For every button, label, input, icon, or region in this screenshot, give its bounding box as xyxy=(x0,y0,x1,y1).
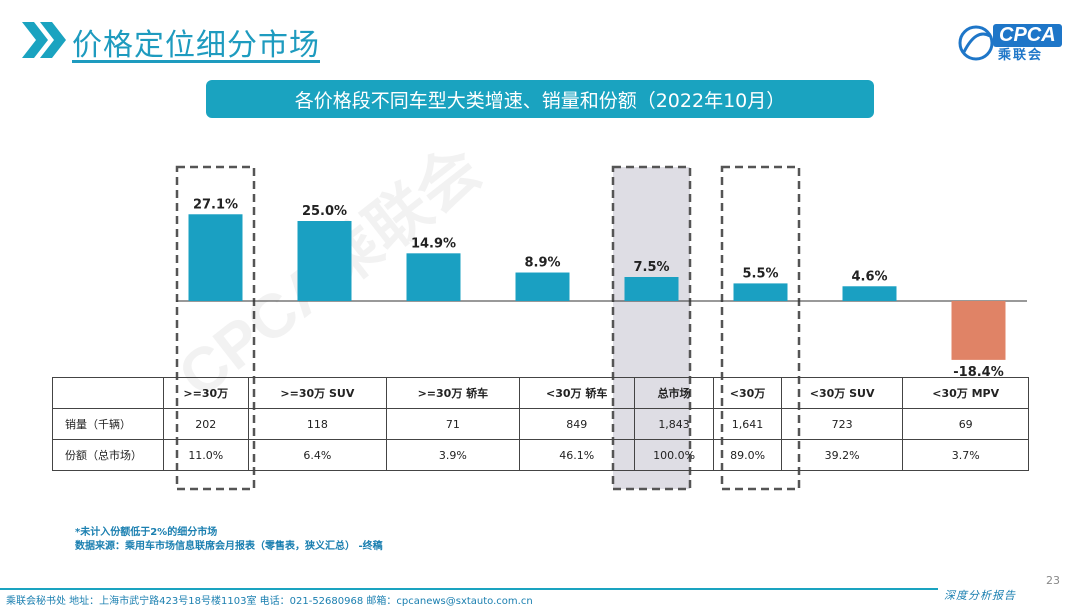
bar-label-6: 4.6% xyxy=(851,269,887,284)
bar-label-2: 14.9% xyxy=(411,236,456,251)
bar-4 xyxy=(624,277,679,301)
bar-label-5: 5.5% xyxy=(742,266,778,281)
column-header: 总市场 xyxy=(633,377,715,409)
data-table: >=30万 >=30万 SUV >=30万 轿车 <30万 轿车 总市场 <30万 <30万… xyxy=(52,377,1029,471)
cpca-logo-icon xyxy=(958,25,994,61)
bar-6 xyxy=(842,286,897,301)
footnote-line-1: *未计入份额低于2%的细分市场 xyxy=(75,527,218,538)
bar-7 xyxy=(951,301,1006,360)
footer-contact: 乘联会秘书处 地址：上海市武宁路423号18号楼1103室 电话：021-526… xyxy=(6,596,533,607)
bar-0 xyxy=(188,214,243,301)
column-header: >=30万 xyxy=(163,377,249,409)
column-header: <30万 MPV xyxy=(902,377,1029,409)
bar-label-0: 27.1% xyxy=(193,197,238,212)
footnote-line-2: 数据来源：乘用车市场信息联席会月报表（零售表，狭义汇总） -终稿 xyxy=(75,541,383,552)
table-cell: 1,843 xyxy=(633,408,715,440)
table-cell: 723 xyxy=(780,408,904,440)
highlight-box-0 xyxy=(175,165,256,491)
table-cell: 849 xyxy=(518,408,635,440)
row-label: 销量（千辆） xyxy=(52,408,164,440)
bar-1 xyxy=(297,221,352,301)
table-cell: 100.0% xyxy=(633,439,715,471)
table-row: 份额（总市场） 11.0% 6.4% 3.9% 46.1% 100.0% 89.0% 39.2… xyxy=(52,439,1029,471)
footer-divider xyxy=(0,588,1020,590)
table-cell: 3.7% xyxy=(902,439,1029,471)
page-title: 价格定位细分市场 xyxy=(72,28,320,63)
bar-5 xyxy=(733,283,788,301)
column-header: <30万 SUV xyxy=(780,377,904,409)
header-chevron-icon xyxy=(22,22,66,58)
column-header: <30万 xyxy=(713,377,782,409)
table-cell: 202 xyxy=(163,408,249,440)
report-label: 深度分析报告 xyxy=(938,587,1022,603)
table-cell: 39.2% xyxy=(780,439,904,471)
table-row: 销量（千辆） 202 118 71 849 1,843 1,641 723 69 xyxy=(52,408,1029,440)
bar-label-4: 7.5% xyxy=(633,260,669,275)
bar-label-3: 8.9% xyxy=(524,256,560,271)
highlight-box-5 xyxy=(720,165,801,491)
table-cell: 69 xyxy=(902,408,1029,440)
bar-label-7: -18.4% xyxy=(953,365,1004,380)
column-header: <30万 轿车 xyxy=(518,377,635,409)
logo-brand: CPCA xyxy=(993,24,1062,47)
page-number: 23 xyxy=(1046,574,1060,587)
bar-3 xyxy=(515,272,570,301)
table-cell: 46.1% xyxy=(518,439,635,471)
table-cell: 6.4% xyxy=(247,439,388,471)
table-cell: 118 xyxy=(247,408,388,440)
row-label: 份额（总市场） xyxy=(52,439,164,471)
column-header: >=30万 轿车 xyxy=(386,377,520,409)
bar-label-1: 25.0% xyxy=(302,204,347,219)
table-cell: 71 xyxy=(386,408,520,440)
column-header: >=30万 SUV xyxy=(247,377,388,409)
table-cell: 89.0% xyxy=(713,439,782,471)
table-corner xyxy=(52,377,164,409)
bar-2 xyxy=(406,253,461,301)
table-cell: 3.9% xyxy=(386,439,520,471)
table-cell: 11.0% xyxy=(163,439,249,471)
chart-banner-title: 各价格段不同车型大类增速、销量和份额（2022年10月） xyxy=(206,80,874,118)
logo-subtitle: 乘联会 xyxy=(998,48,1044,63)
footnote: *未计入份额低于2%的细分市场 数据来源：乘用车市场信息联席会月报表（零售表，狭… xyxy=(75,526,383,554)
table-cell: 1,641 xyxy=(713,408,782,440)
table-header-row: >=30万 >=30万 SUV >=30万 轿车 <30万 轿车 总市场 <30万 <30万… xyxy=(52,377,1029,409)
